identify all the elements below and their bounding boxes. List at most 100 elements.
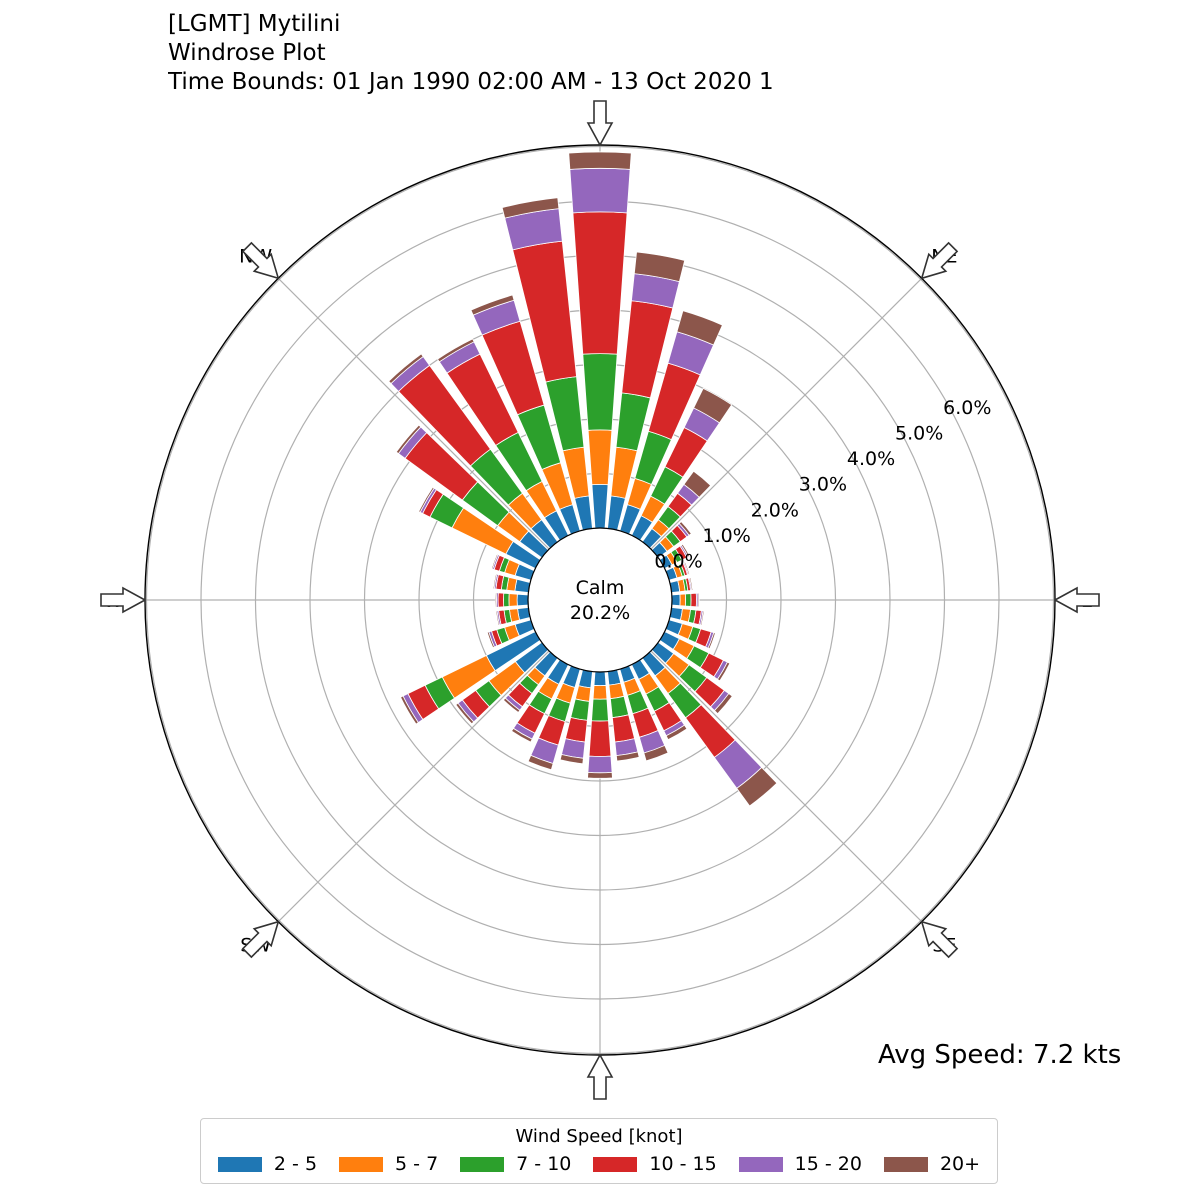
direction-arrow-icon [920, 920, 959, 959]
legend-item-label: 2 - 5 [273, 1153, 318, 1175]
windrose-bar-segment [587, 755, 613, 774]
windrose-bar-segment [611, 714, 636, 743]
direction-markers: NNEESESSWWNW [100, 100, 1100, 1100]
radial-tick-label: 4.0% [847, 448, 895, 470]
windrose-bar-segment [514, 578, 531, 593]
windrose-bar-segment [680, 543, 691, 558]
legend-swatch [460, 1156, 505, 1172]
windrose-bar-segment [678, 521, 692, 536]
calm-value: 20.2% [570, 602, 630, 624]
legend-item: 5 - 7 [339, 1153, 438, 1175]
direction-arrow-icon [241, 241, 280, 280]
windrose-bar-segment [508, 593, 518, 607]
windrose-bar-segment [609, 695, 630, 719]
windrose-bar-segment [502, 697, 521, 714]
radial-tick-label: 6.0% [943, 397, 991, 419]
windrose-bar-segment [693, 387, 733, 424]
title-line-plot: Windrose Plot [168, 40, 326, 66]
windrose-bar-segment [559, 753, 584, 765]
windrose-bar-segment [436, 338, 475, 363]
windrose-bar-segment [587, 771, 613, 779]
direction-arrow-icon [1053, 586, 1100, 614]
windrose-bar-segment [470, 294, 515, 316]
windrose-bar-segment [633, 251, 686, 283]
windrose-bar-segment [582, 353, 618, 431]
direction-arrow-icon [586, 1053, 614, 1100]
windrose-bar-segment [700, 610, 705, 626]
legend-swatch [593, 1156, 638, 1172]
windrose-bar-segment [572, 211, 628, 355]
windrose-bar-segment [683, 470, 712, 498]
legend-item-label: 15 - 20 [794, 1153, 862, 1175]
legend-item: 20+ [883, 1153, 981, 1175]
windrose-bar-segment [684, 593, 692, 607]
legend: Wind Speed [knot] 2 - 5 5 - 7 7 - 10 10 … [200, 1118, 998, 1184]
windrose-bar-segment [607, 669, 622, 686]
windrose-bar-segment [574, 685, 592, 702]
grid-spoke [277, 277, 601, 601]
radial-tick-label: 2.0% [751, 499, 799, 521]
windrose-bar-segment [568, 151, 632, 170]
legend-item-label: 10 - 15 [649, 1153, 717, 1175]
legend-title: Wind Speed [knot] [515, 1126, 683, 1147]
windrose-bar-segment [679, 593, 687, 607]
windrose-bar-segment [494, 592, 498, 608]
grid-spoke [277, 599, 601, 923]
legend-swatch [738, 1156, 783, 1172]
windrose-bar-segment [615, 751, 640, 762]
legend-items: 2 - 5 5 - 7 7 - 10 10 - 15 15 - 20 20+ [201, 1153, 997, 1175]
legend-swatch [339, 1156, 384, 1172]
windrose-bar-segment [564, 716, 588, 743]
windrose-bar-segment [527, 754, 554, 771]
windrose-bar-segment [591, 484, 609, 529]
legend-swatch [217, 1156, 262, 1172]
windrose-bar-segment [690, 592, 697, 608]
legend-item: 10 - 15 [593, 1153, 717, 1175]
radial-tick-label: 3.0% [799, 474, 847, 496]
legend-item-label: 5 - 7 [395, 1153, 439, 1175]
windrose-bar-segment [707, 632, 716, 650]
grid-spoke [599, 277, 923, 601]
windrose-bar-segment [713, 693, 733, 715]
windrose-bar-segment [587, 429, 613, 486]
windrose-bar-segment [592, 684, 608, 700]
legend-item-label: 20+ [939, 1153, 981, 1175]
legend-item-label: 7 - 10 [516, 1153, 572, 1175]
windrose-bar-segment [676, 310, 723, 346]
windrose-bar-segment [400, 695, 419, 725]
direction-arrow-icon [100, 586, 147, 614]
legend-item: 7 - 10 [460, 1153, 571, 1175]
windrose-bar-segment [591, 698, 609, 722]
grid-spoke [599, 599, 923, 923]
radial-tick-label: 5.0% [895, 423, 943, 445]
chart-title: [LGMT] Mytilini Windrose Plot Time Bound… [168, 10, 818, 97]
title-line-time-bounds: Time Bounds: 01 Jan 1990 02:00 AM - 13 O… [168, 69, 774, 95]
windrose-bar-segment [683, 561, 691, 576]
title-line-station: [LGMT] Mytilini [168, 11, 341, 37]
legend-item: 15 - 20 [738, 1153, 862, 1175]
windrose-bar-segment [492, 573, 498, 590]
windrose-bar-segment [588, 720, 612, 757]
windrose-bar-segment [503, 592, 510, 608]
windrose-bar-segment [511, 727, 533, 743]
windrose-bar-segment [486, 631, 495, 649]
windrose-bar-segment [395, 424, 422, 455]
calm-label: Calm [576, 577, 625, 599]
calm-center: Calm 20.2% [527, 527, 673, 673]
direction-arrow-icon [241, 920, 280, 959]
windrose-bar-segment [608, 682, 625, 700]
windrose-bar-segment [455, 702, 475, 725]
windrose-bar-segment [501, 197, 560, 219]
avg-speed-label: Avg Speed: 7.2 kts [878, 1040, 1122, 1070]
legend-swatch [883, 1156, 928, 1172]
legend-item: 2 - 5 [217, 1153, 318, 1175]
windrose-bar-segment [388, 353, 424, 385]
radial-tick-label: 1.0% [703, 525, 751, 547]
windrose-bar-segment [593, 671, 607, 687]
direction-arrow-icon [586, 100, 614, 147]
windrose-bar-segment [671, 593, 681, 607]
windrose-bar-segment [491, 553, 499, 570]
windrose-bar-segment [688, 576, 694, 591]
windrose-bar-segment [716, 661, 731, 682]
